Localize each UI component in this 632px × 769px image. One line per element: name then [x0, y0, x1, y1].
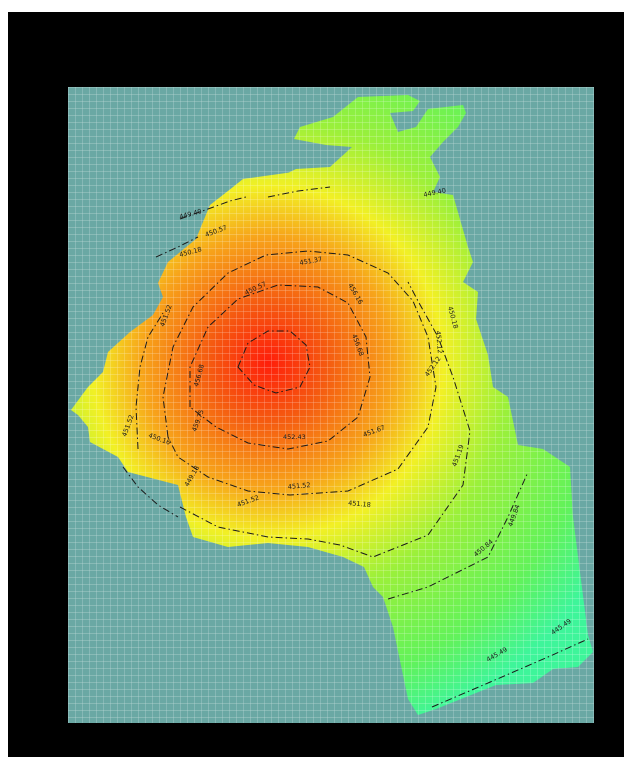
map-frame: 445.49 449.40 445.49 449.40 450.57 449.8… [8, 12, 624, 757]
contour-line [179, 281, 471, 558]
contour-lines [122, 186, 589, 708]
grid-overlay [68, 87, 594, 723]
contour-label: 451.37 [299, 255, 323, 267]
contour-label: 451.52 [287, 481, 310, 491]
contour-map[interactable]: 445.49 449.40 445.49 449.40 450.57 449.8… [68, 87, 594, 723]
contour-line [189, 284, 371, 450]
contour-line [431, 638, 589, 708]
contour-line [267, 186, 331, 198]
contour-line [122, 466, 179, 518]
contour-line [135, 312, 164, 450]
contour-line [237, 330, 311, 394]
contour-label: 452.43 [283, 433, 306, 441]
contour-label: 452.12 [434, 330, 444, 353]
contour-line [387, 471, 529, 600]
contour-line [179, 196, 247, 220]
contour-line [155, 236, 199, 258]
contour-line [162, 250, 437, 496]
contour-label: 451.18 [348, 499, 371, 509]
